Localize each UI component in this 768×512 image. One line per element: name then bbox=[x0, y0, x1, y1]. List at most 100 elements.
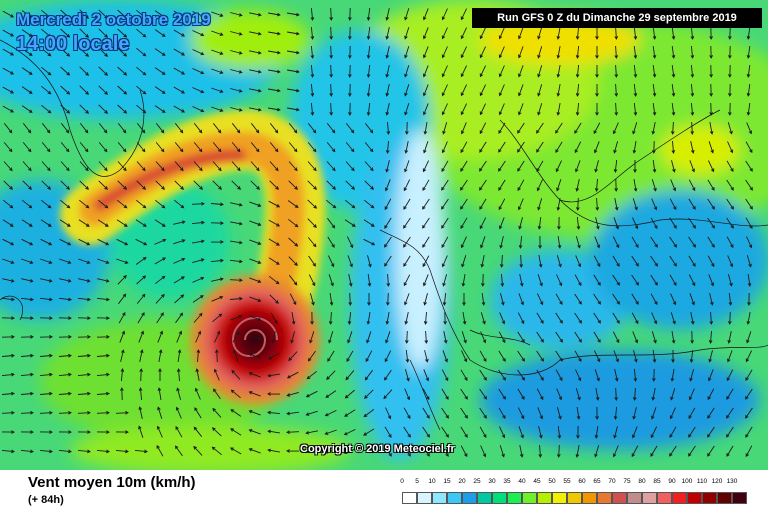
legend-label: 45 bbox=[533, 478, 541, 485]
wind-arrow bbox=[537, 274, 543, 287]
wind-arrow bbox=[652, 103, 657, 116]
wind-arrow bbox=[747, 292, 751, 306]
wind-arrow bbox=[593, 312, 601, 324]
wind-arrow bbox=[2, 219, 14, 227]
wind-arrow bbox=[499, 445, 505, 458]
wind-arrow bbox=[385, 407, 392, 420]
wind-arrow bbox=[574, 293, 582, 305]
wind-arrow bbox=[158, 368, 162, 381]
wind-arrow bbox=[288, 180, 298, 190]
wind-arrow bbox=[3, 142, 13, 153]
wind-arrow bbox=[248, 353, 261, 359]
wind-arrow bbox=[690, 83, 695, 97]
wind-arrow bbox=[383, 389, 393, 400]
wind-arrow bbox=[286, 449, 300, 453]
wind-arrow bbox=[230, 31, 243, 36]
wind-arrow bbox=[232, 330, 240, 343]
cyclone-vortex bbox=[185, 270, 325, 410]
wind-arrow bbox=[538, 235, 542, 249]
wind-arrow bbox=[556, 444, 561, 458]
wind-arrow bbox=[2, 29, 15, 37]
wind-arrow bbox=[556, 388, 563, 401]
wind-arrow bbox=[324, 429, 337, 435]
wind-arrow bbox=[249, 258, 262, 264]
wind-arrow bbox=[347, 311, 352, 325]
wind-arrow bbox=[3, 180, 13, 190]
wind-arrow bbox=[443, 331, 448, 344]
wind-arrow bbox=[211, 30, 224, 36]
wind-arrow bbox=[20, 353, 34, 358]
wind-arrow bbox=[269, 123, 279, 134]
wind-arrow bbox=[249, 31, 262, 36]
wind-arrow bbox=[97, 258, 110, 264]
wind-arrow bbox=[193, 312, 203, 323]
wind-arrow bbox=[305, 390, 318, 398]
wind-arrow bbox=[403, 445, 411, 457]
wind-arrow bbox=[155, 199, 166, 209]
wind-arrow bbox=[745, 369, 753, 382]
wind-arrow bbox=[118, 311, 126, 324]
wind-arrow bbox=[79, 180, 89, 190]
wind-arrow bbox=[422, 388, 430, 401]
wind-arrow bbox=[460, 103, 468, 116]
legend-swatch bbox=[552, 492, 567, 504]
wind-arrow bbox=[271, 331, 276, 344]
wind-arrow bbox=[288, 274, 298, 286]
wind-arrow bbox=[499, 254, 504, 268]
wind-arrow bbox=[670, 312, 676, 325]
wind-arrow bbox=[460, 369, 468, 382]
wind-arrow bbox=[384, 236, 392, 248]
wind-arrow bbox=[517, 369, 525, 381]
wind-arrow bbox=[690, 102, 695, 116]
wind-arrow bbox=[267, 429, 280, 434]
wind-arrow bbox=[136, 275, 147, 285]
legend-label: 0 bbox=[400, 478, 404, 485]
wind-arrow bbox=[20, 316, 34, 320]
wind-arrow bbox=[538, 444, 543, 458]
wind-arrow bbox=[384, 179, 391, 192]
wind-arrow bbox=[210, 221, 224, 225]
wind-arrow bbox=[309, 331, 315, 344]
wind-arrow bbox=[671, 140, 676, 154]
wind-arrow bbox=[211, 446, 222, 456]
wind-arrow bbox=[176, 368, 181, 382]
wind-arrow bbox=[651, 407, 657, 420]
wind-arrow bbox=[633, 83, 638, 97]
wind-arrow bbox=[403, 217, 411, 229]
legend-label: 90 bbox=[668, 478, 676, 485]
wind-arrow bbox=[192, 49, 205, 56]
wind-arrow bbox=[287, 12, 300, 17]
wind-arrow bbox=[745, 426, 753, 438]
wind-arrow bbox=[671, 331, 676, 344]
wind-arrow bbox=[192, 295, 204, 303]
wind-arrow bbox=[41, 199, 52, 209]
wind-arrow bbox=[518, 65, 524, 78]
wind-arrow bbox=[633, 350, 638, 363]
wind-arrow bbox=[41, 180, 51, 190]
wind-arrow bbox=[442, 350, 448, 363]
wind-arrow bbox=[537, 84, 543, 97]
wind-arrow bbox=[404, 84, 410, 97]
wind-arrow bbox=[690, 141, 695, 154]
wind-arrow bbox=[174, 199, 185, 209]
wind-arrow bbox=[60, 199, 71, 209]
wind-arrow bbox=[345, 199, 356, 209]
wind-arrow bbox=[499, 426, 506, 439]
wind-arrow bbox=[481, 273, 485, 287]
wind-arrow bbox=[726, 217, 734, 229]
wind-arrow bbox=[191, 220, 205, 225]
wind-arrow bbox=[290, 331, 296, 344]
wind-arrow bbox=[631, 312, 639, 325]
wind-arrow bbox=[250, 142, 260, 153]
wind-arrow bbox=[593, 122, 601, 135]
wind-arrow bbox=[670, 369, 675, 382]
wind-arrow bbox=[77, 353, 91, 358]
wind-arrow bbox=[98, 66, 108, 76]
wind-arrow bbox=[59, 219, 71, 227]
wind-arrow bbox=[422, 426, 430, 438]
wind-arrow bbox=[555, 122, 563, 134]
wind-arrow bbox=[39, 449, 53, 454]
wind-arrow bbox=[306, 370, 317, 380]
wind-arrow bbox=[60, 85, 71, 95]
wind-arrow bbox=[460, 65, 468, 78]
